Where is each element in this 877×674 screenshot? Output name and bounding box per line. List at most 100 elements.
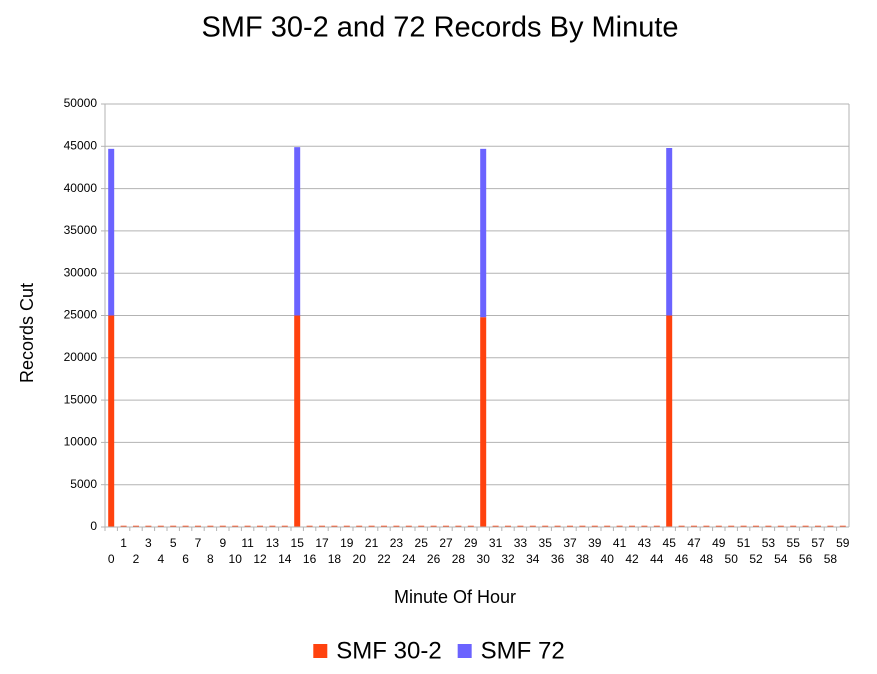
- y-tick-label: 15000: [64, 392, 98, 406]
- x-tick-label: 56: [799, 552, 813, 566]
- bar-segment: [529, 525, 536, 527]
- bar-segment: [244, 525, 251, 527]
- bar-segment: [356, 525, 363, 527]
- x-tick-label: 30: [477, 552, 491, 566]
- bar-segment: [108, 315, 115, 527]
- bar-segment: [368, 525, 375, 527]
- bar-segment: [666, 315, 673, 527]
- bar-segment: [306, 525, 313, 527]
- bar-segment: [691, 525, 697, 527]
- x-tick-label: 51: [737, 536, 751, 550]
- bar-segment: [381, 525, 387, 527]
- bar-segment: [281, 525, 288, 527]
- bar-segment: [120, 525, 127, 527]
- bar-segment: [269, 525, 276, 527]
- bar-segment: [405, 525, 412, 527]
- y-tick-label: 45000: [64, 138, 98, 152]
- legend-swatch: [313, 644, 328, 658]
- bar-segment: [839, 525, 846, 527]
- bar-segment: [430, 525, 437, 527]
- x-tick-label: 13: [266, 536, 280, 550]
- x-tick-label: 20: [353, 552, 367, 566]
- x-tick-label: 52: [749, 552, 763, 566]
- y-tick-label: 30000: [64, 265, 98, 279]
- bar-segment: [294, 315, 301, 527]
- bar-segment: [740, 525, 747, 527]
- bar-segment: [257, 525, 263, 527]
- x-tick-label: 28: [452, 552, 466, 566]
- x-tick-label: 40: [601, 552, 615, 566]
- bar-segment: [579, 525, 586, 527]
- bar-segment: [827, 525, 834, 527]
- x-tick-label: 9: [219, 536, 226, 550]
- bar-segment: [505, 525, 511, 527]
- x-tick-label: 36: [551, 552, 565, 566]
- x-tick-label: 5: [170, 536, 177, 550]
- bar-segment: [666, 147, 673, 316]
- bar-segment: [331, 525, 338, 527]
- x-tick-label: 21: [365, 536, 379, 550]
- bar-segment: [616, 525, 623, 527]
- bar-segment: [728, 525, 735, 527]
- bar-segment: [715, 525, 722, 527]
- x-tick-label: 7: [195, 536, 202, 550]
- x-tick-label: 55: [787, 536, 801, 550]
- y-tick-label: 0: [90, 519, 97, 533]
- x-tick-label: 54: [774, 552, 788, 566]
- bar-segment: [418, 525, 425, 527]
- bar-segment: [467, 525, 474, 527]
- x-tick-label: 32: [501, 552, 515, 566]
- x-tick-label: 49: [712, 536, 726, 550]
- x-tick-label: 38: [576, 552, 590, 566]
- x-tick-label: 2: [133, 552, 140, 566]
- bar-segment: [207, 525, 214, 527]
- x-tick-label: 16: [303, 552, 317, 566]
- bar-segment: [480, 148, 487, 318]
- chart-title: SMF 30-2 and 72 Records By Minute: [201, 12, 678, 44]
- x-tick-label: 26: [427, 552, 441, 566]
- y-tick-label: 50000: [64, 96, 98, 110]
- bar-segment: [753, 525, 759, 527]
- x-tick-label: 17: [315, 536, 329, 550]
- bar-segment: [790, 525, 797, 527]
- bar-segment: [182, 525, 189, 527]
- x-tick-label: 58: [824, 552, 838, 566]
- y-axis-title: Records Cut: [17, 283, 37, 383]
- legend: SMF 30-2 SMF 72: [313, 637, 565, 664]
- bar-segment: [492, 525, 499, 527]
- bar-segment: [232, 525, 239, 527]
- x-tick-label: 23: [390, 536, 404, 550]
- x-tick-label: 18: [328, 552, 342, 566]
- bar-segment: [542, 525, 549, 527]
- bar-segment: [629, 525, 635, 527]
- x-tick-label: 3: [145, 536, 152, 550]
- x-tick-label: 31: [489, 536, 503, 550]
- legend-swatch: [457, 644, 472, 658]
- x-tick-label: 33: [514, 536, 528, 550]
- x-tick-label: 34: [526, 552, 540, 566]
- bar-segment: [170, 525, 177, 527]
- x-tick-label: 35: [539, 536, 553, 550]
- x-tick-label: 10: [229, 552, 243, 566]
- bar-segment: [641, 525, 648, 527]
- x-tick-label: 57: [811, 536, 825, 550]
- x-tick-label: 42: [625, 552, 639, 566]
- x-tick-label: 6: [182, 552, 189, 566]
- x-tick-label: 12: [253, 552, 267, 566]
- x-tick-label: 1: [120, 536, 127, 550]
- x-tick-label: 0: [108, 552, 115, 566]
- y-tick-label: 25000: [64, 308, 98, 322]
- x-tick-label: 44: [650, 552, 664, 566]
- bar-segment: [157, 525, 164, 527]
- bar-segment: [765, 525, 772, 527]
- x-tick-label: 48: [700, 552, 714, 566]
- legend-label: SMF 30-2: [336, 637, 441, 664]
- bar-segment: [219, 525, 226, 527]
- bar-segment: [108, 148, 115, 316]
- x-tick-label: 27: [439, 536, 453, 550]
- x-tick-label: 50: [725, 552, 739, 566]
- bar-segment: [343, 525, 350, 527]
- x-tick-label: 4: [157, 552, 164, 566]
- y-tick-label: 35000: [64, 223, 98, 237]
